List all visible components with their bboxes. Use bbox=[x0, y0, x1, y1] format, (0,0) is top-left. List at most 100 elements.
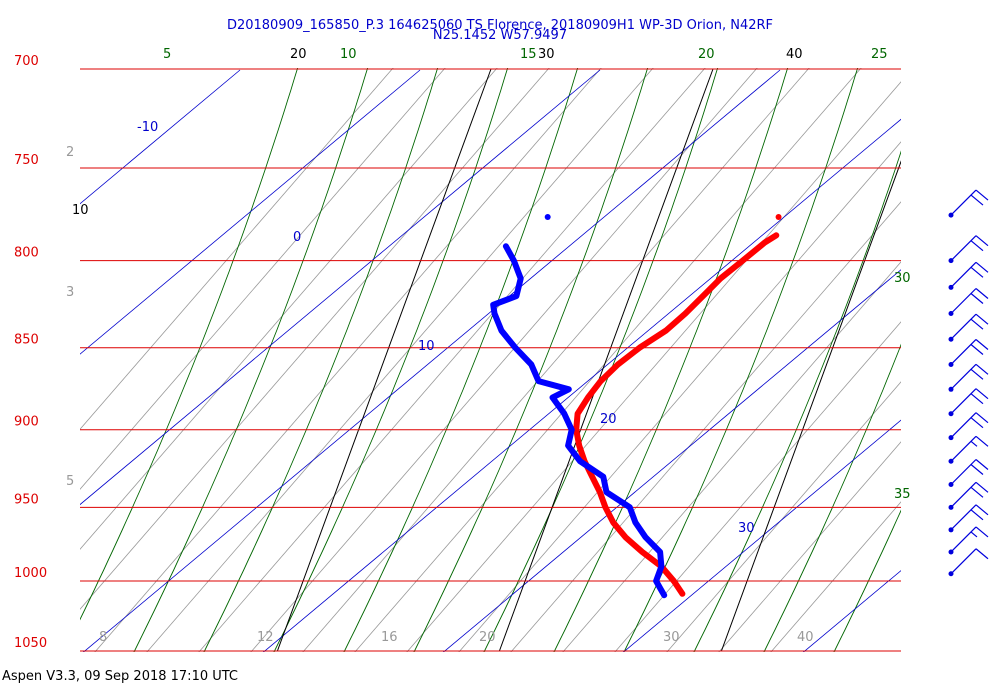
mixing-ratio-line bbox=[250, 68, 758, 652]
wind-barb-flag bbox=[975, 548, 989, 560]
mixing-ratio-line bbox=[718, 441, 901, 652]
wind-barb-flag bbox=[975, 459, 989, 470]
mixing-ratio-label: 16 bbox=[381, 630, 398, 645]
pressure-tick-label: 750 bbox=[14, 153, 39, 168]
isotherm-line bbox=[720, 160, 901, 652]
wind-barb-flag bbox=[975, 481, 989, 493]
moist-adiabat-line bbox=[623, 68, 859, 652]
wind-barb bbox=[948, 435, 989, 464]
wind-barb-flag bbox=[975, 412, 989, 424]
wind-barb-flag bbox=[970, 368, 984, 380]
wind-barb-staff bbox=[950, 388, 977, 415]
dewpoint-profile bbox=[490, 243, 668, 599]
chart-title-line2: N25.1452 W57.9497 bbox=[433, 28, 567, 43]
pressure-tick-label: 1050 bbox=[14, 636, 47, 651]
wind-barb-staff bbox=[950, 526, 977, 553]
pressure-tick-label: 850 bbox=[14, 333, 39, 348]
dry-adiabat-label: 10 bbox=[418, 339, 435, 354]
wind-barb-flag bbox=[975, 261, 989, 273]
wind-barb-base bbox=[948, 258, 954, 264]
wind-barb-staff bbox=[950, 339, 977, 365]
pressure-tick-label: 950 bbox=[14, 492, 39, 507]
dry-adiabat-line bbox=[80, 69, 421, 355]
profile-layer bbox=[490, 213, 782, 599]
wind-barb-staff bbox=[950, 189, 977, 216]
grid-layer bbox=[80, 68, 1000, 652]
dry-adiabat-label: 0 bbox=[293, 230, 301, 245]
wind-barb-flag bbox=[970, 393, 984, 405]
isotherm-line bbox=[276, 68, 492, 652]
wind-barb bbox=[948, 339, 989, 367]
wind-barb-base bbox=[948, 411, 954, 417]
isotherm-line bbox=[943, 69, 1000, 651]
wind-barb-staff bbox=[950, 235, 977, 262]
moist-adiabat-line bbox=[833, 509, 901, 652]
wind-barb-flag bbox=[975, 235, 989, 247]
mixing-ratio-line bbox=[458, 141, 901, 652]
wind-barb-flag bbox=[970, 240, 984, 252]
wind-barb bbox=[948, 548, 989, 577]
mixing-ratio-line bbox=[562, 261, 901, 652]
wind-barb-flag bbox=[975, 189, 989, 201]
wind-barb-flag bbox=[975, 435, 989, 447]
dry-adiabat-line bbox=[80, 69, 241, 205]
moist-adiabat-line bbox=[273, 68, 509, 652]
wind-barb bbox=[948, 526, 989, 555]
wind-barb-flag bbox=[970, 293, 984, 304]
wind-barb-half-flag bbox=[970, 440, 978, 447]
wind-barb-staff bbox=[950, 412, 977, 439]
wind-barb-base bbox=[948, 527, 954, 533]
wind-barb-base bbox=[948, 549, 954, 555]
wind-barb bbox=[948, 261, 989, 290]
wind-barb-flag bbox=[970, 318, 984, 330]
mixing-ratio-line bbox=[146, 68, 654, 652]
pressure-tick-label: 800 bbox=[14, 246, 39, 261]
wind-barb-base bbox=[948, 504, 954, 510]
temperature-marker bbox=[775, 213, 782, 220]
wind-barb-staff bbox=[950, 481, 977, 508]
dry-adiabat-label: -10 bbox=[137, 120, 158, 135]
wind-barb bbox=[948, 481, 989, 510]
wind-barb-base bbox=[948, 386, 954, 392]
wind-barb bbox=[948, 189, 989, 218]
moist-adiabat-label: 25 bbox=[871, 47, 888, 62]
dry-adiabat-line bbox=[80, 69, 601, 506]
dry-adiabat-label: 20 bbox=[600, 412, 617, 427]
moist-adiabat-line bbox=[80, 68, 299, 621]
mixing-ratio-label: 30 bbox=[663, 630, 680, 645]
moist-adiabat-label: 30 bbox=[894, 271, 911, 286]
wind-barb-base bbox=[948, 435, 954, 441]
mixing-ratio-label: 8 bbox=[99, 630, 107, 645]
moist-adiabat-label: 10 bbox=[340, 47, 357, 62]
wind-barb bbox=[948, 412, 989, 441]
wind-barb-flag bbox=[975, 313, 989, 325]
mixing-ratio-line bbox=[80, 68, 394, 430]
footer-text: Aspen V3.3, 09 Sep 2018 17:10 UTC bbox=[2, 669, 239, 684]
dry-adiabat-line bbox=[262, 118, 901, 652]
wind-barb-staff bbox=[950, 435, 977, 462]
dewpoint-marker bbox=[544, 213, 551, 220]
wind-barb-flag bbox=[975, 504, 989, 516]
wind-barb-staff bbox=[950, 261, 977, 288]
wind-barb-staff bbox=[950, 313, 977, 340]
grid-clip-group bbox=[80, 68, 1000, 652]
wind-barb-base bbox=[948, 212, 954, 218]
mixing-ratio-line bbox=[510, 201, 901, 652]
moist-adiabat-line bbox=[343, 68, 579, 652]
mixing-ratio-label: 5 bbox=[66, 474, 74, 489]
mixing-ratio-line bbox=[80, 68, 498, 550]
moist-adiabat-label: 35 bbox=[894, 487, 911, 502]
wind-barb-flag bbox=[970, 344, 984, 355]
moist-adiabat-line bbox=[763, 343, 901, 652]
pressure-tick-label: 900 bbox=[14, 415, 39, 430]
wind-barb-base bbox=[948, 336, 954, 342]
wind-barb-staff bbox=[950, 548, 977, 575]
mixing-ratio-line bbox=[666, 381, 901, 652]
dry-adiabat-line bbox=[622, 419, 901, 652]
wind-barb-flag bbox=[975, 288, 989, 299]
wind-barb bbox=[948, 459, 989, 487]
pressure-tick-label: 1000 bbox=[14, 566, 47, 581]
dry-adiabat-line bbox=[442, 269, 901, 652]
